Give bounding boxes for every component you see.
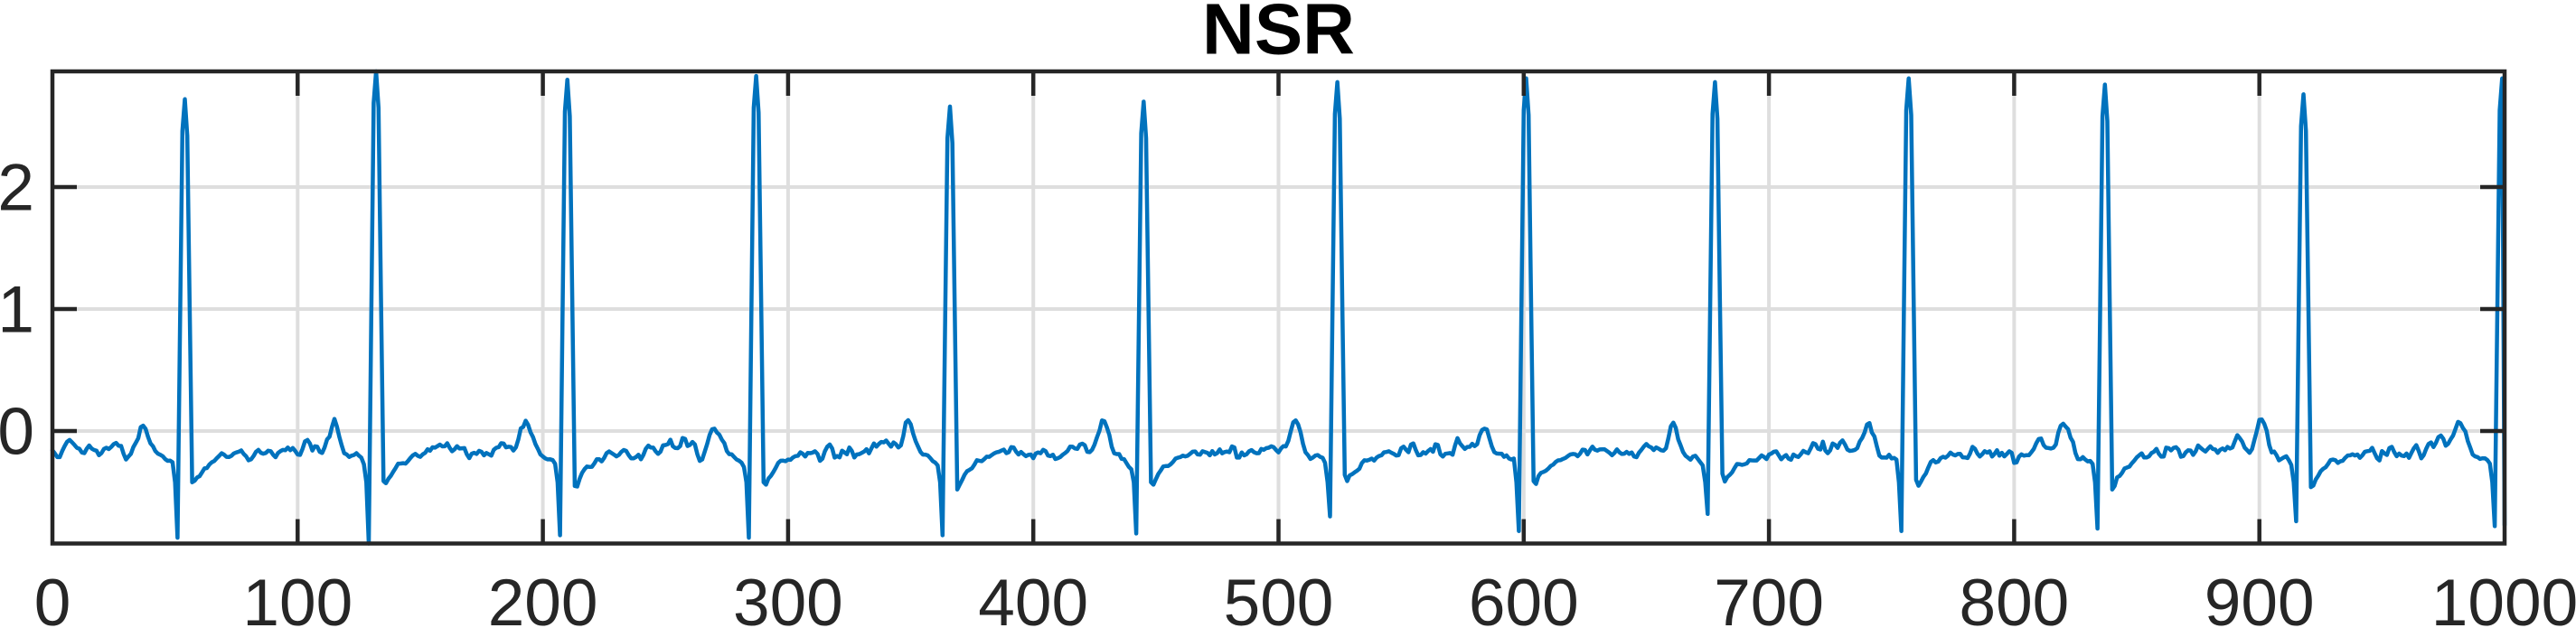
svg-text:700: 700: [1714, 567, 1824, 628]
svg-text:NSR: NSR: [1202, 0, 1355, 70]
svg-text:900: 900: [2205, 567, 2315, 628]
svg-text:500: 500: [1224, 567, 1334, 628]
svg-text:300: 300: [733, 567, 843, 628]
svg-text:400: 400: [978, 567, 1088, 628]
svg-text:0: 0: [0, 396, 34, 469]
svg-text:100: 100: [242, 567, 353, 628]
svg-text:0: 0: [34, 567, 71, 628]
svg-text:1: 1: [0, 274, 34, 347]
svg-text:600: 600: [1469, 567, 1579, 628]
svg-text:200: 200: [488, 567, 598, 628]
svg-text:2: 2: [0, 152, 34, 225]
svg-text:1000: 1000: [2431, 567, 2576, 628]
svg-text:800: 800: [1959, 567, 2069, 628]
